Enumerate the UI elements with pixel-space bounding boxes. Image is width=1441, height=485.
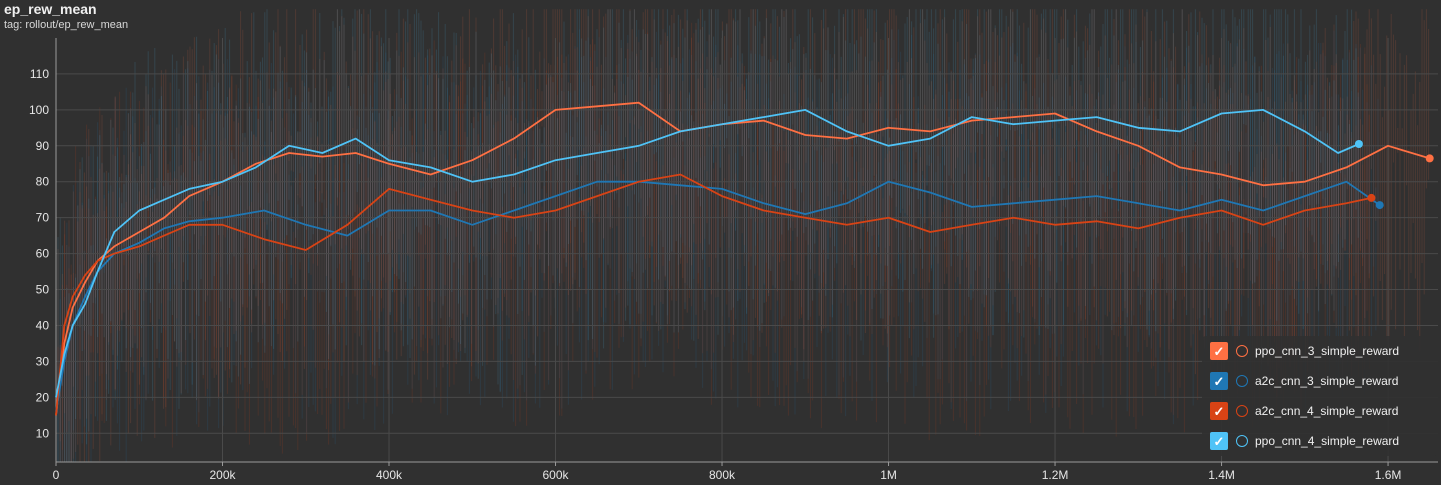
- series-end-marker-ppo_cnn_3_simple_reward: [1425, 154, 1434, 163]
- y-tick-label: 110: [30, 67, 49, 81]
- raw-data-noise: [57, 9, 1430, 462]
- series-end-marker-a2c_cnn_3_simple_reward: [1375, 201, 1384, 210]
- checkbox-checked-icon[interactable]: ✓: [1210, 372, 1228, 390]
- x-tick-label: 600k: [543, 468, 570, 482]
- circle-icon: [1236, 375, 1248, 387]
- y-tick-label: 90: [36, 139, 50, 153]
- circle-icon: [1236, 405, 1248, 417]
- series-line-ppo_cnn_3_simple_reward: [55, 101, 1430, 416]
- legend-label: ppo_cnn_4_simple_reward: [1255, 434, 1400, 448]
- y-tick-label: 60: [36, 247, 50, 261]
- circle-icon: [1236, 345, 1248, 357]
- series-lines: [55, 101, 1434, 416]
- x-tick-label: 400k: [376, 468, 403, 482]
- series-line-a2c_cnn_4_simple_reward: [55, 173, 1372, 416]
- checkbox-checked-icon[interactable]: ✓: [1210, 402, 1228, 420]
- checkbox-checked-icon[interactable]: ✓: [1210, 432, 1228, 450]
- series-end-marker-a2c_cnn_4_simple_reward: [1367, 193, 1376, 202]
- y-tick-label: 10: [36, 426, 50, 440]
- y-tick-label: 100: [29, 103, 49, 117]
- x-tick-label: 1M: [880, 468, 897, 482]
- legend-item-ppo-cnn-4[interactable]: ✓ ppo_cnn_4_simple_reward: [1210, 430, 1399, 452]
- chart-title: ep_rew_mean: [4, 1, 97, 17]
- series-end-marker-ppo_cnn_4_simple_reward: [1354, 140, 1363, 148]
- legend-item-a2c-cnn-3[interactable]: ✓ a2c_cnn_3_simple_reward: [1210, 370, 1398, 392]
- y-tick-label: 40: [36, 318, 50, 332]
- y-tick-label: 80: [36, 175, 50, 189]
- axes: 10 20 30 40 50 60 70 80 90 100 110 0 200k 400k 600k 800…: [29, 38, 1438, 482]
- circle-icon: [1236, 435, 1248, 447]
- legend-item-ppo-cnn-3[interactable]: ✓ ppo_cnn_3_simple_reward: [1210, 340, 1399, 362]
- x-tick-label: 1.2M: [1042, 468, 1069, 482]
- x-tick-label: 0: [53, 468, 60, 482]
- x-tick-label: 200k: [209, 468, 236, 482]
- checkbox-checked-icon[interactable]: ✓: [1210, 342, 1228, 360]
- y-tick-label: 30: [36, 354, 50, 368]
- tag-label: tag: rollout/ep_rew_mean: [4, 19, 129, 31]
- x-tick-label: 800k: [709, 468, 736, 482]
- legend-item-a2c-cnn-4[interactable]: ✓ a2c_cnn_4_simple_reward: [1210, 400, 1398, 422]
- y-tick-label: 70: [36, 211, 50, 225]
- series-line-a2c_cnn_3_simple_reward: [55, 180, 1381, 412]
- series-line-ppo_cnn_4_simple_reward: [55, 109, 1360, 398]
- y-tick-label: 50: [36, 283, 50, 297]
- y-tick-label: 20: [36, 390, 50, 404]
- legend-label: ppo_cnn_3_simple_reward: [1255, 344, 1400, 358]
- legend-label: a2c_cnn_4_simple_reward: [1255, 404, 1399, 418]
- legend: ✓ ppo_cnn_3_simple_reward ✓ a2c_cnn_3_si…: [1202, 336, 1438, 456]
- x-tick-label: 1.6M: [1375, 468, 1402, 482]
- x-tick-label: 1.4M: [1208, 468, 1235, 482]
- legend-label: a2c_cnn_3_simple_reward: [1255, 374, 1399, 388]
